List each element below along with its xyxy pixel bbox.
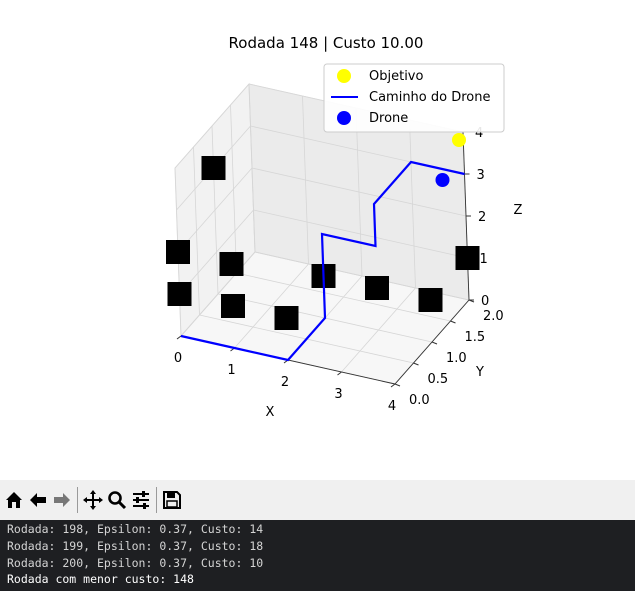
y-tick-label: 0.0 bbox=[409, 393, 430, 408]
drone-path-line bbox=[180, 160, 465, 362]
plot-3d-axes[interactable]: Rodada 148 | Custo 10.00 0 1 2 3 4 X 0.0 0.5 1.0… bbox=[0, 0, 635, 480]
home-button[interactable] bbox=[2, 486, 26, 514]
toolbar-separator bbox=[156, 487, 157, 513]
gridline bbox=[174, 83, 250, 169]
obstacle-marker bbox=[166, 240, 190, 264]
zoom-magnifier-icon bbox=[108, 491, 127, 510]
y-tick-label: 1.0 bbox=[446, 351, 467, 366]
y-tick-mark bbox=[413, 362, 419, 366]
drone-marker bbox=[435, 173, 450, 187]
gridline bbox=[253, 209, 468, 259]
pan-button[interactable] bbox=[81, 486, 105, 514]
console-line: Rodada: 200, Epsilon: 0.37, Custo: 10 bbox=[7, 555, 264, 570]
objective-marker bbox=[452, 133, 466, 147]
plot-title: Rodada 148 | Custo 10.00 bbox=[229, 34, 424, 52]
plot-figure: Rodada 148 | Custo 10.00 0 1 2 3 4 X 0.0 0.5 1.0… bbox=[0, 0, 635, 480]
x-tick-mark bbox=[337, 371, 342, 376]
terminal-output: Rodada: 198, Epsilon: 0.37, Custo: 14 Ro… bbox=[0, 520, 635, 591]
legend-objective-marker bbox=[337, 69, 351, 83]
gridline bbox=[179, 209, 254, 295]
obstacle-marker bbox=[167, 282, 192, 306]
matplotlib-toolbar bbox=[0, 480, 635, 520]
z-tick-label: 1 bbox=[480, 252, 488, 267]
configure-subplots-button[interactable] bbox=[129, 486, 153, 514]
obstacle-marker bbox=[365, 276, 389, 300]
legend-objective-label: Objetivo bbox=[369, 69, 423, 84]
legend-drone-marker bbox=[337, 111, 351, 125]
gridline bbox=[236, 272, 451, 322]
console-line-best-round: Rodada com menor custo: 148 bbox=[7, 572, 194, 587]
z-tick-label: 0 bbox=[481, 294, 489, 309]
y-tick-label: 0.5 bbox=[428, 372, 449, 387]
x-tick-mark bbox=[390, 383, 396, 388]
y-tick-label: 2.0 bbox=[483, 309, 504, 324]
save-button[interactable] bbox=[160, 486, 184, 514]
obstacle-marker bbox=[418, 288, 443, 312]
obstacle-marker bbox=[219, 252, 244, 276]
back-arrow-icon bbox=[30, 493, 46, 507]
z-tick-label: 4 bbox=[475, 126, 483, 141]
gridline bbox=[251, 167, 467, 217]
gridline bbox=[177, 167, 253, 253]
console-line: Rodada: 199, Epsilon: 0.37, Custo: 18 bbox=[7, 538, 264, 553]
x-tick-label: 2 bbox=[281, 375, 289, 390]
x-tick-label: 0 bbox=[174, 351, 182, 366]
y-tick-mark bbox=[450, 320, 456, 324]
z-axis-label: Z bbox=[514, 203, 523, 218]
forward-arrow-icon bbox=[54, 493, 70, 507]
save-floppy-icon bbox=[163, 491, 181, 509]
legend-drone-label: Drone bbox=[369, 111, 408, 126]
y-axis-label: Y bbox=[475, 365, 484, 380]
forward-button[interactable] bbox=[50, 486, 74, 514]
obstacle-marker bbox=[455, 246, 480, 270]
y-tick-label: 1.5 bbox=[465, 330, 486, 345]
x-tick-label: 1 bbox=[227, 363, 235, 378]
obstacle-marker bbox=[201, 156, 226, 180]
obstacle-marker bbox=[274, 306, 299, 330]
pan-move-icon bbox=[83, 490, 103, 510]
obstacle-marker bbox=[221, 294, 245, 318]
x-tick-label: 4 bbox=[388, 399, 396, 414]
z-tick-label: 3 bbox=[477, 168, 485, 183]
legend-path-label: Caminho do Drone bbox=[369, 90, 490, 105]
back-button[interactable] bbox=[26, 486, 50, 514]
toolbar-separator bbox=[77, 487, 78, 513]
x-tick-label: 3 bbox=[334, 387, 342, 402]
configure-subplots-icon bbox=[133, 491, 149, 509]
z-tick-label: 2 bbox=[478, 210, 486, 225]
x-tick-mark bbox=[176, 335, 182, 340]
y-tick-mark bbox=[394, 383, 401, 387]
home-icon bbox=[6, 492, 22, 508]
plot-legend: Objetivo Caminho do Drone Drone bbox=[323, 63, 505, 133]
console-line: Rodada: 198, Epsilon: 0.37, Custo: 14 bbox=[7, 522, 264, 536]
zoom-button[interactable] bbox=[105, 486, 129, 514]
y-tick-mark bbox=[431, 341, 438, 345]
x-axis-label: X bbox=[266, 405, 275, 420]
